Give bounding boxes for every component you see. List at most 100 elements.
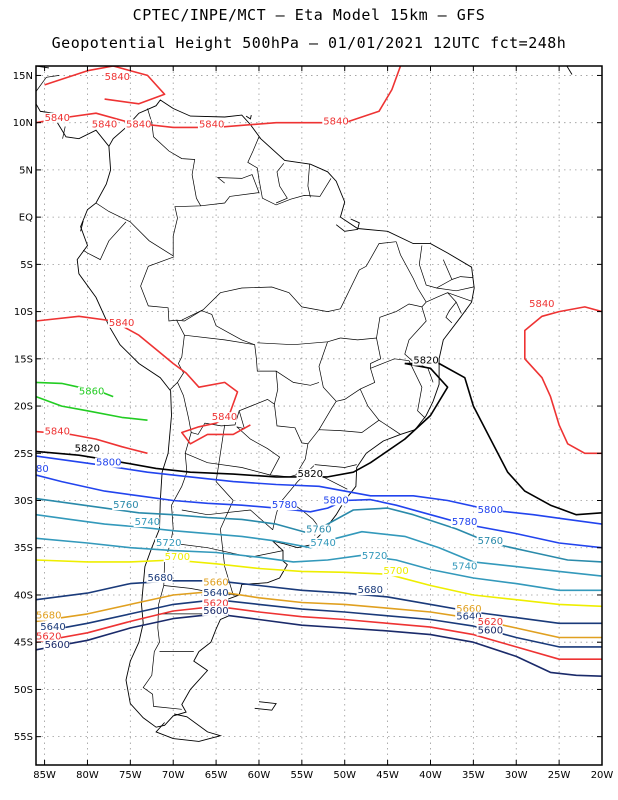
lat-label: 5N (19, 165, 33, 176)
contour-label: 80 (36, 464, 49, 475)
contour-label: 5680 (147, 573, 172, 584)
contour-label: 5820 (298, 469, 323, 480)
title-line-2: Geopotential Height 500hPa – 01/01/2021 … (51, 34, 567, 52)
lat-label: 25S (14, 449, 33, 460)
lon-label: 75W (119, 770, 142, 781)
contour-label: 5760 (113, 500, 138, 511)
contour-label: 5840 (45, 113, 70, 124)
border-line (83, 221, 127, 261)
border-line (447, 292, 472, 302)
contour-label: 5720 (156, 538, 181, 549)
contour-label-bg (322, 495, 349, 506)
contour-label: 5640 (456, 612, 481, 623)
contour-label: 5820 (413, 356, 438, 367)
lat-label: EQ (19, 213, 33, 224)
lon-label: 45W (376, 770, 399, 781)
lat-label: 30S (14, 496, 33, 507)
contour-5820 (404, 362, 602, 516)
border-line (404, 306, 434, 383)
contour-label: 5620 (478, 617, 503, 628)
contour-label-bg (73, 443, 100, 454)
border-line (215, 424, 240, 596)
contour-label-bg (103, 72, 130, 83)
contour-label-bg (455, 611, 482, 622)
contour-5800 (36, 455, 602, 525)
lon-label: 80W (76, 770, 99, 781)
contour-label-bg (296, 468, 323, 479)
border-line (318, 341, 337, 430)
contour-label-bg (146, 572, 173, 583)
contour-label: 5680 (358, 585, 383, 596)
contour-5840 (36, 315, 251, 445)
contour-label-bg (90, 119, 117, 130)
contour-label-bg (95, 457, 122, 468)
lat-label: 55S (14, 732, 33, 743)
contour-label: 5780 (272, 500, 297, 511)
contour-label: 5700 (383, 566, 408, 577)
contour-label-bg (107, 317, 134, 328)
contour-label: 5800 (96, 458, 121, 469)
border-line (170, 542, 284, 558)
border-line (236, 404, 309, 478)
lat-label: 15S (14, 354, 33, 365)
contour-5600 (36, 613, 602, 677)
contour-label-bg (36, 631, 61, 642)
border-line (307, 164, 311, 198)
contour-label: 5760 (478, 536, 503, 547)
contour-label-bg (43, 426, 70, 437)
border-line (307, 419, 380, 445)
lon-label: 70W (162, 770, 185, 781)
contour-5840 (524, 306, 602, 455)
contour-label: 5840 (109, 318, 134, 329)
border-line (36, 75, 60, 92)
contour-label: 5740 (452, 561, 477, 572)
contour-label: 5840 (105, 72, 130, 83)
contour-label-bg (305, 524, 332, 535)
contour-label-bg (202, 577, 229, 588)
lon-label: 40W (419, 770, 442, 781)
contour-label: 5620 (36, 631, 61, 642)
contour-label-bg (210, 412, 237, 423)
contour-label: 5860 (79, 387, 104, 398)
contour-label-bg (39, 621, 66, 632)
height-contours (36, 66, 602, 677)
contour-label: 5820 (75, 443, 100, 454)
lat-label: 45S (14, 638, 33, 649)
lat-label: 40S (14, 590, 33, 601)
contour-label: 5600 (478, 626, 503, 637)
border-line (176, 310, 279, 435)
contour-label: 5660 (456, 604, 481, 615)
contour-label-bg (476, 504, 503, 515)
contour-label-bg (412, 355, 439, 366)
lon-label: 85W (33, 770, 56, 781)
map-frame (35, 65, 603, 766)
lon-label: 20W (591, 770, 614, 781)
contour-label: 5760 (306, 525, 331, 536)
contour-label-bg (202, 587, 229, 598)
contour-5840 (104, 66, 166, 105)
contour-label: 5640 (203, 588, 228, 599)
contour-label: 5840 (126, 119, 151, 130)
contour-label-bg (202, 605, 229, 616)
contour-label-bg (202, 598, 229, 609)
contour-label-bg (270, 500, 297, 511)
contour-label: 5840 (199, 119, 224, 130)
contour-label-bg (77, 386, 104, 397)
border-line (275, 370, 320, 386)
border-line (185, 452, 271, 476)
contour-label: 5620 (203, 598, 228, 609)
contour-label-bg (476, 535, 503, 546)
axis-labels: 15N 10N 5N EQ 5S 10S 15S 20S 25S 30S 35S 40S 45S 50S 5… (13, 66, 614, 781)
coastline (155, 713, 223, 742)
border-line (200, 174, 260, 207)
contour-label: 5660 (203, 578, 228, 589)
contour-label: 5840 (323, 117, 348, 128)
contour-label: 5840 (45, 426, 70, 437)
border-line (140, 256, 185, 391)
contour-label: 5840 (529, 299, 554, 310)
contour-label: 5840 (92, 119, 117, 130)
border-line (181, 286, 341, 321)
coastline (76, 99, 475, 728)
contour-5820 (36, 362, 449, 478)
